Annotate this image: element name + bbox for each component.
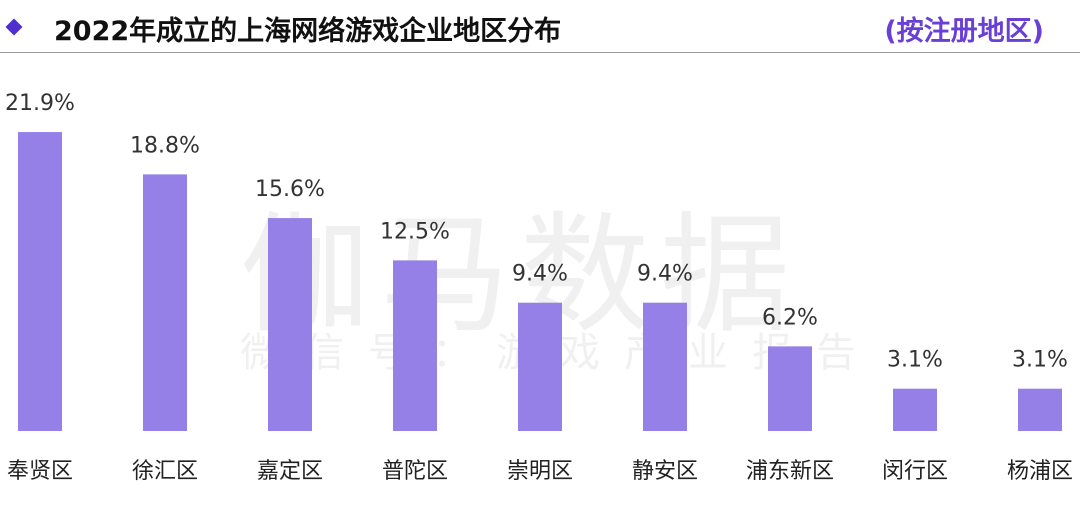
data-label: 3.1% bbox=[887, 348, 943, 373]
data-label: 3.1% bbox=[1012, 348, 1068, 373]
data-label: 9.4% bbox=[512, 262, 568, 287]
bar bbox=[893, 388, 937, 431]
bar bbox=[393, 260, 437, 431]
data-label: 15.6% bbox=[255, 177, 325, 202]
category-label: 闵行区 bbox=[882, 459, 948, 484]
data-label: 21.9% bbox=[5, 91, 75, 116]
bar bbox=[518, 302, 562, 431]
bar bbox=[18, 132, 62, 431]
chart-header: 2022年成立的上海网络游戏企业地区分布 (按注册地区) bbox=[0, 0, 1080, 53]
data-label: 9.4% bbox=[637, 262, 693, 287]
chart-subtitle: (按注册地区) bbox=[884, 16, 1044, 47]
bar bbox=[268, 218, 312, 431]
category-label: 嘉定区 bbox=[257, 459, 323, 484]
chart-title: 2022年成立的上海网络游戏企业地区分布 bbox=[54, 16, 562, 47]
category-label: 静安区 bbox=[632, 459, 698, 484]
bar bbox=[1018, 388, 1062, 431]
data-label: 12.5% bbox=[380, 219, 450, 244]
category-label: 徐汇区 bbox=[132, 459, 198, 484]
category-label: 奉贤区 bbox=[7, 459, 73, 484]
data-label: 6.2% bbox=[762, 305, 818, 330]
bar bbox=[143, 174, 187, 431]
watermark: 伽马数据 bbox=[240, 199, 801, 351]
bar bbox=[643, 302, 687, 431]
data-label: 18.8% bbox=[130, 133, 200, 158]
category-label: 普陀区 bbox=[382, 459, 448, 484]
category-label: 杨浦区 bbox=[1007, 459, 1073, 484]
bar bbox=[768, 346, 812, 431]
category-label: 浦东新区 bbox=[746, 459, 834, 484]
category-label: 崇明区 bbox=[507, 459, 573, 484]
